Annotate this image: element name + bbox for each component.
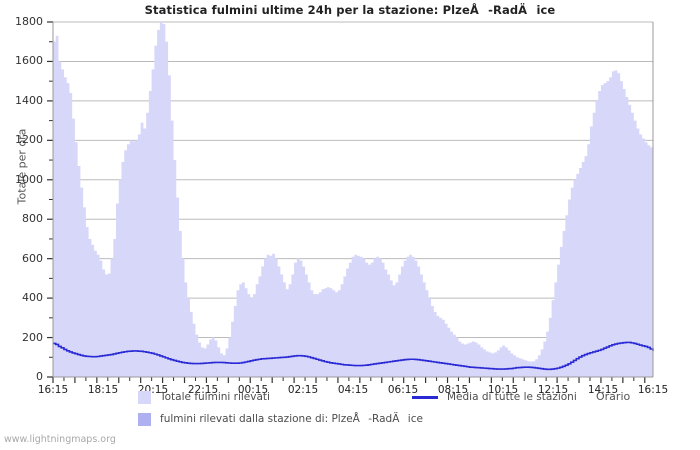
- x-tick-label: 04:15: [337, 384, 369, 396]
- legend-item-station: fulmini rilevati dalla stazione di: Plze…: [138, 410, 423, 428]
- x-tick-label: 14:15: [587, 384, 619, 396]
- y-tick-label: 800: [22, 212, 43, 226]
- x-tick-label: 08:15: [437, 384, 469, 396]
- x-axis-ticks: [52, 377, 646, 383]
- x-tick-label: 06:15: [387, 384, 419, 396]
- plot-area: [47, 21, 654, 383]
- x-tick-label: 18:15: [87, 384, 119, 396]
- y-minor-ticks: [47, 21, 53, 378]
- x-tick-label: 00:15: [237, 384, 269, 396]
- line-swatch-icon: [412, 395, 438, 399]
- x-tick-label: 22:15: [187, 384, 219, 396]
- y-tick-label: 1600: [15, 54, 43, 68]
- series-area-total: [53, 22, 653, 377]
- y-tick-label: 1800: [15, 15, 43, 28]
- page-title: Statistica fulmini ultime 24h per la sta…: [144, 3, 556, 17]
- x-tick-label: 10:15: [487, 384, 519, 396]
- y-tick-label: 200: [22, 330, 43, 344]
- y-tick-label: 400: [22, 291, 43, 305]
- y-tick-label: 1200: [15, 133, 43, 147]
- y-tick-label: 600: [22, 251, 43, 265]
- series-line-mean: [53, 341, 654, 371]
- area-swatch-icon: [138, 390, 151, 404]
- area-swatch-icon: [138, 412, 151, 426]
- legend-label-station: fulmini rilevati dalla stazione di: Plze…: [160, 412, 423, 425]
- legend-label-mean: Media di tutte le stazioni: [447, 391, 577, 403]
- chart-legend: Totale fulmini rilevati Media di tutte l…: [0, 388, 700, 434]
- x-tick-label: 16:15: [637, 384, 669, 396]
- y-tick-label: 1000: [15, 172, 43, 186]
- y-tick-label: 1400: [15, 93, 43, 107]
- legend-item-total: Totale fulmini rilevati: [138, 388, 270, 406]
- legend-label-total: Totale fulmini rilevati: [160, 391, 270, 403]
- watermark: www.lightningmaps.org: [4, 434, 116, 445]
- x-tick-label: 16:15: [37, 384, 69, 396]
- y-tick-label: 0: [36, 370, 43, 383]
- x-axis-label: Orario: [596, 390, 631, 403]
- x-tick-label: 02:15: [287, 384, 319, 396]
- x-tick-label: 12:15: [537, 384, 569, 396]
- legend-item-mean: Media di tutte le stazioni: [412, 388, 577, 406]
